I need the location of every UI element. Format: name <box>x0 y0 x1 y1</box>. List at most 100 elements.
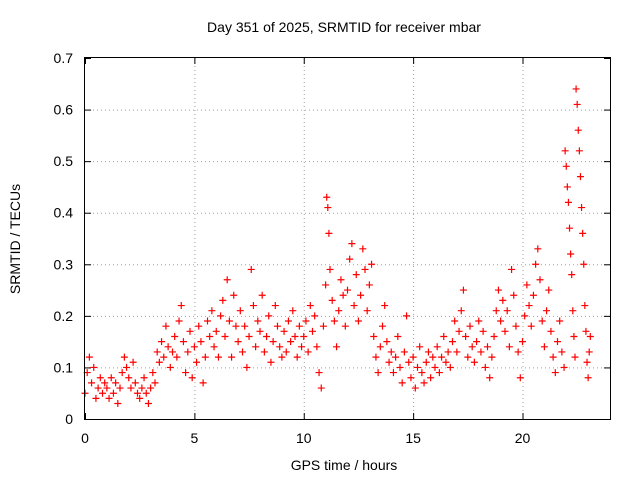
data-point <box>376 343 384 351</box>
data-point <box>221 332 229 340</box>
data-point <box>455 327 463 335</box>
data-point <box>508 265 516 273</box>
data-point <box>120 353 128 361</box>
data-point <box>424 348 432 356</box>
data-point <box>330 317 338 325</box>
data-point <box>328 296 336 304</box>
data-point <box>125 374 133 382</box>
data-point <box>368 260 376 268</box>
data-point <box>271 302 279 310</box>
data-point <box>149 369 157 377</box>
data-point <box>109 389 117 397</box>
data-point <box>403 312 411 320</box>
data-point <box>473 338 481 346</box>
data-point <box>243 363 251 371</box>
data-point <box>519 338 526 346</box>
data-point <box>431 363 439 371</box>
data-point <box>293 353 301 361</box>
data-point <box>313 343 321 351</box>
data-point <box>333 343 341 351</box>
data-point <box>304 348 312 356</box>
x-tick-label: 5 <box>190 430 198 446</box>
data-point <box>232 322 240 330</box>
data-point <box>204 317 211 325</box>
data-point <box>440 332 448 340</box>
data-point <box>416 343 424 351</box>
data-point <box>182 369 190 377</box>
data-point <box>420 379 428 387</box>
data-point <box>521 312 529 320</box>
data-point <box>560 363 568 371</box>
data-point <box>214 353 222 361</box>
data-point <box>101 379 109 387</box>
data-point <box>173 353 181 361</box>
data-point <box>105 394 113 402</box>
data-point <box>575 147 583 155</box>
data-point <box>208 307 216 315</box>
data-point <box>405 358 413 366</box>
data-point <box>363 307 371 315</box>
data-point <box>562 162 570 170</box>
data-point <box>260 348 268 356</box>
data-point <box>427 374 435 382</box>
data-point <box>193 358 201 366</box>
data-point <box>114 400 122 408</box>
data-point <box>197 338 205 346</box>
data-point <box>219 296 227 304</box>
data-point <box>348 240 356 248</box>
data-point <box>400 348 408 356</box>
data-point <box>407 374 415 382</box>
data-point <box>572 85 580 93</box>
data-point <box>341 322 349 330</box>
data-point <box>107 374 115 382</box>
data-point <box>325 229 333 237</box>
y-tick-label: 0.7 <box>54 50 74 66</box>
data-point <box>567 250 575 258</box>
data-point <box>138 384 146 392</box>
data-point <box>282 348 290 356</box>
data-point <box>131 379 139 387</box>
data-point <box>311 312 319 320</box>
data-point <box>582 327 590 335</box>
data-point <box>291 332 299 340</box>
data-point <box>453 348 461 356</box>
data-point <box>300 332 308 340</box>
data-point <box>284 317 292 325</box>
data-point <box>398 379 406 387</box>
data-point <box>365 281 373 289</box>
y-tick-label: 0 <box>65 411 73 427</box>
data-point <box>574 126 582 134</box>
data-point <box>584 374 592 382</box>
plot-frame <box>84 57 611 420</box>
data-point <box>151 379 159 387</box>
data-point <box>234 338 242 346</box>
data-point <box>370 332 378 340</box>
data-point <box>354 317 362 325</box>
data-point <box>212 327 220 335</box>
data-point <box>94 384 102 392</box>
data-point <box>411 384 419 392</box>
data-point <box>494 286 502 294</box>
data-point <box>287 338 295 346</box>
data-point <box>90 363 98 371</box>
grid-lines <box>85 58 610 419</box>
data-point <box>140 374 148 382</box>
data-point <box>475 317 483 325</box>
data-point <box>298 343 306 351</box>
data-point <box>503 307 511 315</box>
data-point <box>324 204 332 212</box>
data-point <box>230 291 238 299</box>
data-point <box>112 379 120 387</box>
data-point <box>499 296 507 304</box>
data-point <box>484 343 491 351</box>
data-point <box>217 312 225 320</box>
x-tick-labels: 0 5 10 15 20 <box>81 430 530 446</box>
data-point <box>538 317 546 325</box>
data-point <box>414 363 421 371</box>
data-point <box>479 327 487 335</box>
data-point <box>322 281 330 289</box>
data-point <box>534 245 542 253</box>
data-point <box>103 384 111 392</box>
data-point <box>359 245 367 253</box>
data-point <box>394 332 402 340</box>
